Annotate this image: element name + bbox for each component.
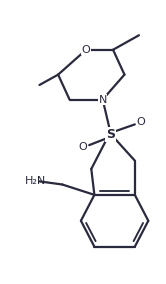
Text: S: S — [106, 128, 116, 141]
Text: O: O — [82, 45, 90, 55]
Text: N: N — [98, 95, 107, 105]
Text: O: O — [79, 142, 87, 152]
Text: O: O — [137, 117, 145, 127]
Text: H₂N: H₂N — [25, 176, 46, 186]
